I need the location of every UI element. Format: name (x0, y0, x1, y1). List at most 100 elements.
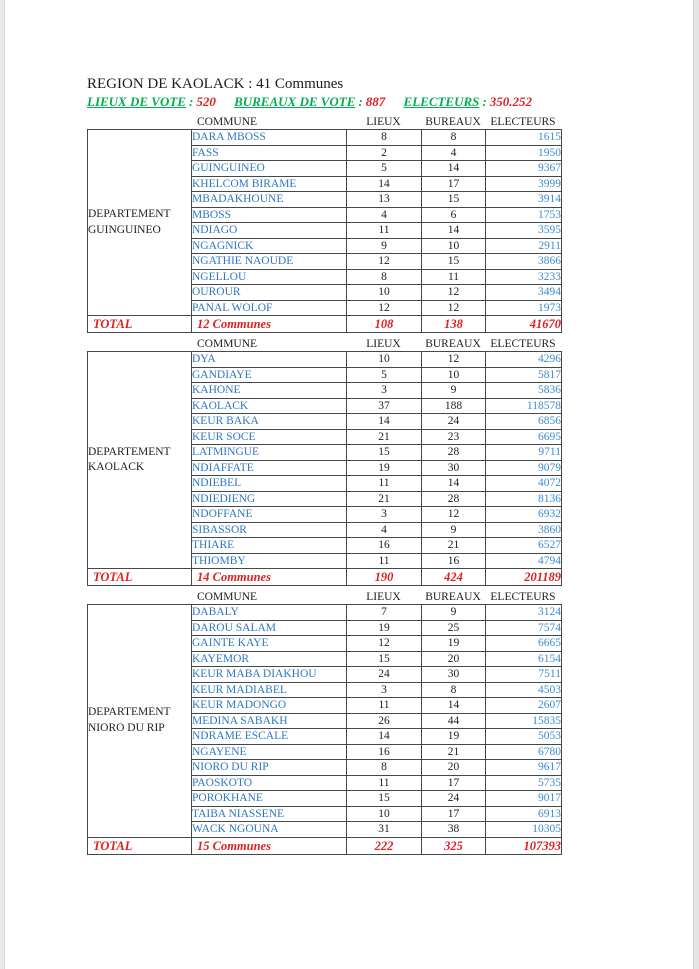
commune-cell: KHELCOM BIRAME (191, 175, 347, 192)
electeurs-cell: 3124 (485, 604, 562, 621)
lieux-cell: 31 (346, 821, 422, 838)
electeurs-cell: 6856 (485, 413, 562, 430)
total-communes-cell: 14 Communes (191, 568, 347, 586)
department-name-line: DEPARTEMENT (88, 706, 171, 719)
electeurs-cell: 6154 (485, 650, 562, 667)
total-row: TOTAL 15 Communes 222 325 107393 (87, 836, 562, 855)
bureaux-cell: 9 (421, 604, 486, 621)
electeurs-cell: 5817 (485, 366, 562, 383)
table-row: MBOSS 4 6 1753 (88, 206, 562, 223)
total-lieux-cell: 190 (346, 568, 422, 586)
lieux-cell: 11 (346, 222, 422, 239)
column-header-lieux: LIEUX (366, 115, 401, 128)
table-row: GUINGUINEO 5 14 9367 (88, 160, 562, 177)
commune-cell: MBOSS (191, 206, 347, 223)
commune-cell: THIARE (191, 537, 347, 554)
electeurs-cell: 1753 (485, 206, 562, 223)
total-label-cell: TOTAL (87, 568, 192, 586)
commune-cell: NGELLOU (191, 268, 347, 285)
summary-item-bureaux: BUREAUX DE VOTE:887 (234, 94, 385, 110)
electeurs-cell: 3999 (485, 175, 562, 192)
lieux-cell: 3 (346, 382, 422, 399)
lieux-cell: 11 (346, 697, 422, 714)
bureaux-cell: 44 (421, 712, 486, 729)
bureaux-cell: 4 (421, 144, 486, 161)
summary-label: BUREAUX DE VOTE (234, 94, 356, 109)
table-row: DEPARTEMENT NIORO DU RIP DABALY 7 9 3124 (87, 604, 562, 838)
table-row: NDIAFFATE 19 30 9079 (88, 459, 562, 476)
table-row: NDIEDIENG 21 28 8136 (88, 490, 562, 507)
total-label-cell: TOTAL (87, 836, 192, 855)
lieux-cell: 14 (346, 728, 422, 745)
electeurs-cell: 9017 (485, 790, 562, 807)
bureaux-cell: 28 (421, 444, 486, 461)
column-header-lieux: LIEUX (366, 337, 401, 350)
data-table: DEPARTEMENT NIORO DU RIP DABALY 7 9 3124 DAROU… (87, 604, 562, 855)
commune-cell: NGAGNICK (191, 237, 347, 254)
bureaux-cell: 16 (421, 552, 486, 569)
total-row: TOTAL 12 Communes 108 138 41670 (87, 315, 562, 333)
total-bureaux-cell: 325 (421, 836, 486, 855)
table-row: LATMINGUE 15 28 9711 (88, 444, 562, 461)
summary-separator: : (482, 94, 487, 109)
commune-cell: MEDINA SABAKH (191, 712, 347, 729)
department-name-cell: DEPARTEMENT GUINGUINEO (87, 129, 192, 316)
bureaux-cell: 8 (421, 681, 486, 698)
electeurs-cell: 3860 (485, 521, 562, 538)
electeurs-cell: 1973 (485, 299, 562, 316)
table-column-headers: COMMUNE LIEUX BUREAUX ELECTEURS (87, 336, 561, 351)
page-right-edge (693, 0, 699, 969)
table-row: NDIEBEL 11 14 4072 (88, 475, 562, 492)
total-electeurs-cell: 41670 (485, 315, 562, 333)
electeurs-cell: 4503 (485, 681, 562, 698)
summary-label: ELECTEURS (403, 94, 480, 109)
lieux-cell: 21 (346, 490, 422, 507)
table-row: DEPARTEMENT GUINGUINEO DARA MBOSS 8 8 1615 (87, 129, 562, 316)
bureaux-cell: 14 (421, 222, 486, 239)
table-row: THIOMBY 11 16 4794 (88, 552, 562, 569)
summary-value: 520 (196, 94, 216, 109)
table-row: KAYEMOR 15 20 6154 (88, 650, 562, 667)
commune-cell: NDIAFFATE (191, 459, 347, 476)
lieux-cell: 11 (346, 552, 422, 569)
electeurs-cell: 4296 (485, 351, 562, 368)
lieux-cell: 9 (346, 237, 422, 254)
column-header-electeurs: ELECTEURS (490, 590, 556, 603)
table-row: OUROUR 10 12 3494 (88, 284, 562, 301)
commune-cell: DARA MBOSS (191, 129, 347, 146)
commune-cell: LATMINGUE (191, 444, 347, 461)
page-title: REGION DE KAOLACK : 41 Communes (87, 76, 344, 92)
electeurs-cell: 118578 (485, 397, 562, 414)
commune-cell: NGAYENE (191, 743, 347, 760)
commune-cell: POROKHANE (191, 790, 347, 807)
summary-label: LIEUX DE VOTE (87, 94, 186, 109)
lieux-cell: 15 (346, 650, 422, 667)
electeurs-cell: 3233 (485, 268, 562, 285)
department-name-line: GUINGUINEO (88, 223, 161, 236)
table-row: PANAL WOLOF 12 12 1973 (88, 299, 562, 316)
department-name-line: DEPARTEMENT (88, 445, 171, 458)
electeurs-cell: 2607 (485, 697, 562, 714)
column-header-bureaux: BUREAUX (425, 590, 481, 603)
summary-value: 887 (365, 94, 386, 109)
bureaux-cell: 11 (421, 268, 486, 285)
bureaux-cell: 24 (421, 413, 486, 430)
bureaux-cell: 10 (421, 237, 486, 254)
department-name-cell: DEPARTEMENT KAOLACK (87, 351, 192, 569)
table-row: NDIAGO 11 14 3595 (88, 222, 562, 239)
data-table: DEPARTEMENT GUINGUINEO DARA MBOSS 8 8 1615 FAS… (87, 129, 562, 333)
bureaux-cell: 17 (421, 805, 486, 822)
column-header-commune: COMMUNE (197, 590, 258, 603)
electeurs-cell: 1950 (485, 144, 562, 161)
total-label-cell: TOTAL (87, 315, 192, 333)
electeurs-cell: 6695 (485, 428, 562, 445)
lieux-cell: 10 (346, 351, 422, 368)
electeurs-cell: 6780 (485, 743, 562, 760)
bureaux-cell: 24 (421, 790, 486, 807)
electeurs-cell: 3866 (485, 253, 562, 270)
table-row: NGELLOU 8 11 3233 (88, 268, 562, 285)
lieux-cell: 14 (346, 175, 422, 192)
summary-item-lieux: LIEUX DE VOTE:520 (87, 94, 216, 110)
electeurs-cell: 6913 (485, 805, 562, 822)
